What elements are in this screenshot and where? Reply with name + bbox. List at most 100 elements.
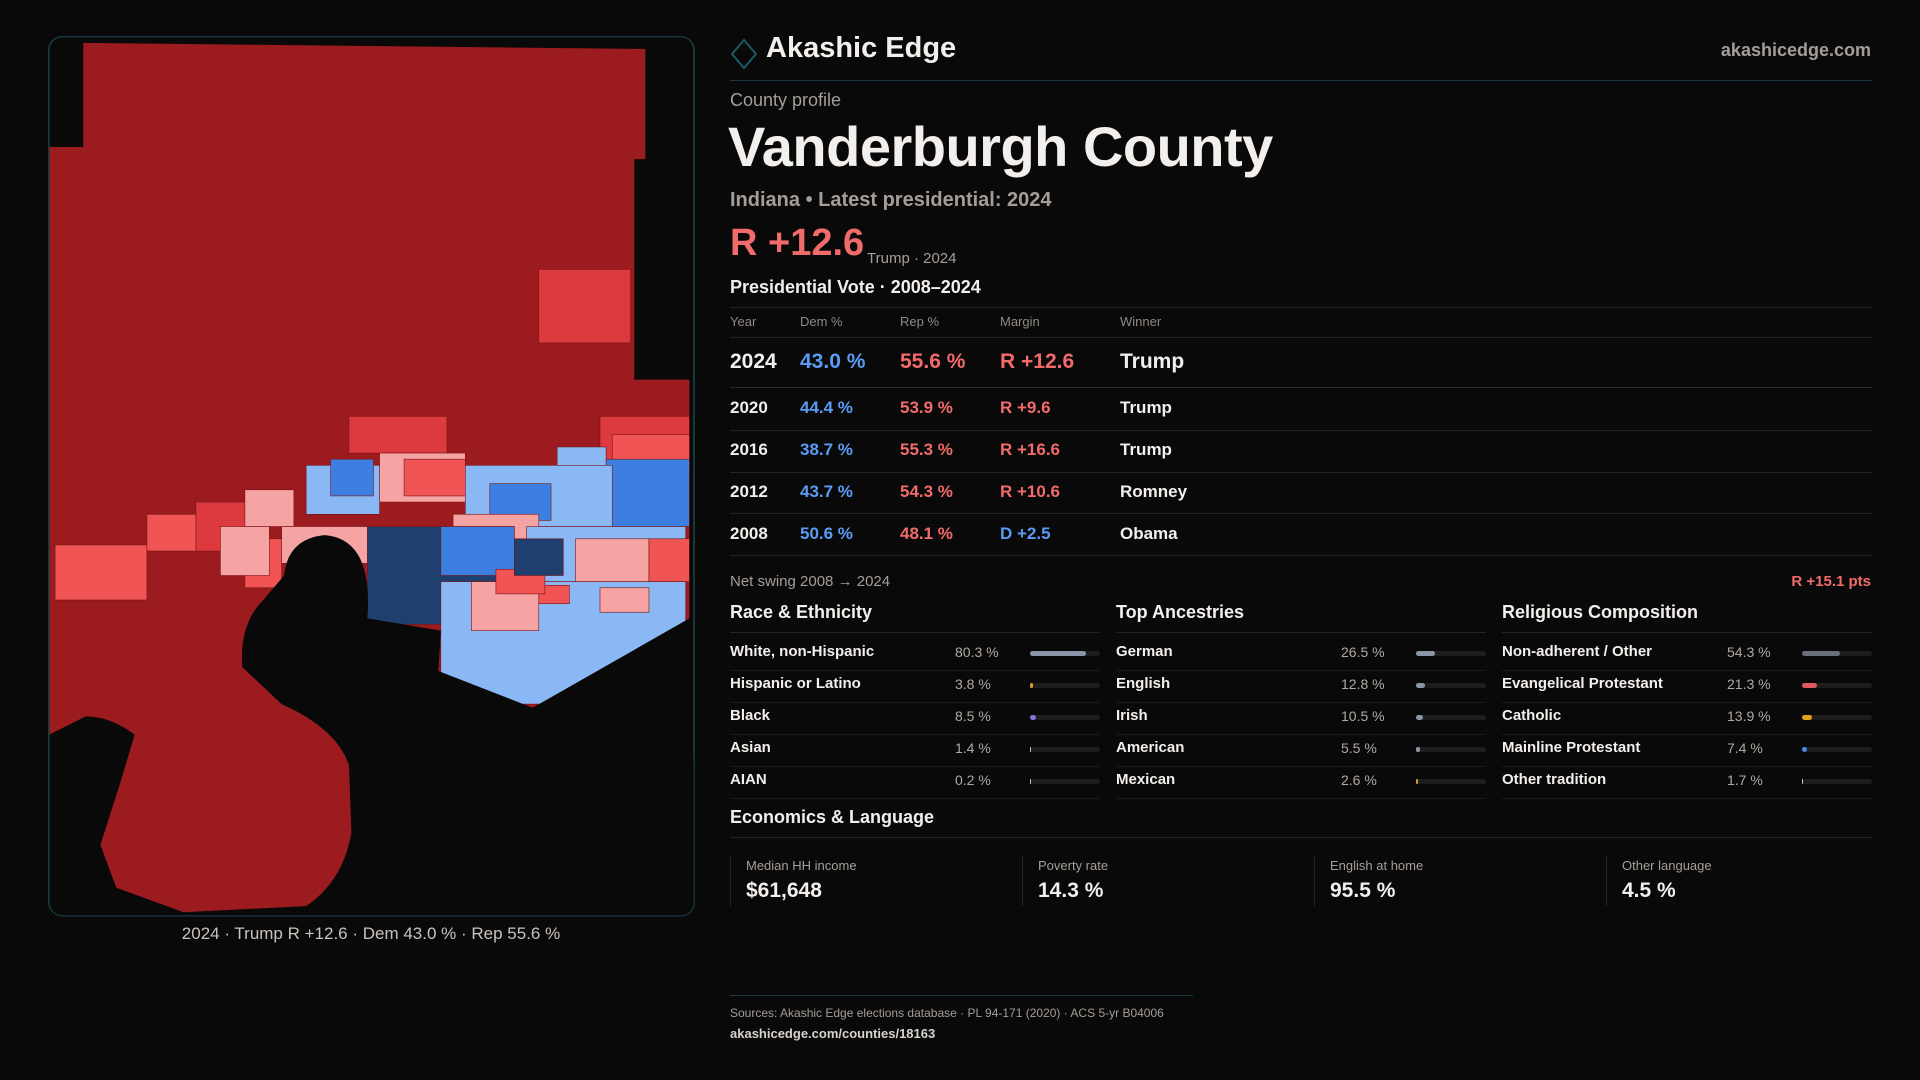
- precinct: [599, 587, 650, 613]
- stat-bar-fill: [1802, 747, 1808, 752]
- card-label: Poverty rate: [1038, 858, 1109, 873]
- stat-bar: [1416, 651, 1486, 656]
- stat-value: 1.7 %: [1727, 772, 1763, 788]
- column-header: Margin: [1000, 314, 1040, 329]
- vote-year-cell: 2008: [730, 524, 768, 543]
- precinct: [538, 269, 631, 344]
- vote-dem-cell: 44.4 %: [800, 398, 853, 417]
- stat-bar: [1030, 651, 1100, 656]
- stat-value: 12.8 %: [1341, 676, 1385, 692]
- stat-label: Mainline Protestant: [1502, 739, 1641, 756]
- economics-card: Poverty rate 14.3 %: [1022, 856, 1314, 906]
- vote-winner-cell: Trump: [1120, 350, 1185, 373]
- precinct: [513, 538, 564, 576]
- stat-label: English: [1116, 675, 1171, 692]
- column-header: Dem %: [800, 314, 843, 329]
- vote-rep-cell: 48.1 %: [900, 524, 953, 543]
- card-value: $61,648: [746, 879, 822, 902]
- vote-dem-cell: 43.0 %: [800, 350, 866, 373]
- stat-bar-fill: [1030, 651, 1087, 656]
- vote-year-cell: 2016: [730, 440, 768, 459]
- vote-winner-cell: Trump: [1120, 440, 1172, 459]
- sources-text: Sources: Akashic Edge elections database…: [730, 1006, 1164, 1020]
- vote-margin-cell: R +10.6: [1000, 482, 1061, 501]
- section-title: Race & Ethnicity: [730, 602, 873, 622]
- economics-card: Median HH income $61,648: [730, 856, 1022, 906]
- stat-bar: [1802, 651, 1872, 656]
- stat-value: 26.5 %: [1341, 644, 1385, 660]
- stat-label: Evangelical Protestant: [1502, 675, 1663, 692]
- stat-label: Mexican: [1116, 771, 1176, 788]
- stat-label: White, non-Hispanic: [730, 643, 875, 660]
- map-caption: 2024 · Trump R +12.6 · Dem 43.0 % · Rep …: [181, 924, 561, 943]
- vote-rep-cell: 53.9 %: [900, 398, 953, 417]
- card-label: English at home: [1330, 858, 1424, 873]
- stat-label: Non-adherent / Other: [1502, 643, 1653, 660]
- vote-margin-cell: R +12.6: [1000, 350, 1075, 373]
- vote-rep-cell: 54.3 %: [900, 482, 953, 501]
- precinct: [605, 458, 690, 527]
- vote-margin-cell: D +2.5: [1000, 524, 1051, 543]
- precinct: [648, 538, 690, 582]
- stat-bar-fill: [1802, 715, 1812, 720]
- stat-bar: [1416, 683, 1486, 688]
- stat-value: 80.3 %: [955, 644, 999, 660]
- card-value: 14.3 %: [1038, 879, 1104, 902]
- economics-card: Other language 4.5 %: [1606, 856, 1898, 906]
- page-kicker: County profile: [730, 90, 842, 110]
- vote-winner-cell: Romney: [1120, 482, 1188, 501]
- net-swing-value: R +15.1 pts: [1791, 573, 1871, 590]
- page-subtitle: Indiana • Latest presidential: 2024: [730, 189, 1052, 211]
- logo-diamond-icon: [730, 38, 758, 70]
- stat-bar-fill: [1030, 779, 1032, 784]
- stat-bar-fill: [1030, 715, 1036, 720]
- vote-dem-cell: 43.7 %: [800, 482, 853, 501]
- stat-value: 8.5 %: [955, 708, 991, 724]
- stat-value: 7.4 %: [1727, 740, 1763, 756]
- headline-margin-note: Trump · 2024: [867, 250, 957, 267]
- stat-bar: [1416, 779, 1486, 784]
- vote-rep-cell: 55.3 %: [900, 440, 953, 459]
- precinct: [575, 538, 650, 582]
- vote-margin-cell: R +16.6: [1000, 440, 1061, 459]
- stat-bar-fill: [1802, 779, 1804, 784]
- stat-bar: [1802, 683, 1872, 688]
- card-label: Median HH income: [746, 858, 857, 873]
- stat-bar: [1030, 779, 1100, 784]
- stat-label: Black: [730, 707, 771, 724]
- stat-value: 54.3 %: [1727, 644, 1771, 660]
- river-water: [48, 535, 695, 916]
- stat-bar-fill: [1030, 747, 1032, 752]
- column-header: Year: [730, 314, 757, 329]
- stat-value: 13.9 %: [1727, 708, 1771, 724]
- stat-bar-fill: [1416, 779, 1418, 784]
- vote-winner-cell: Obama: [1120, 524, 1178, 543]
- stat-label: Hispanic or Latino: [730, 675, 861, 692]
- stat-bar-fill: [1416, 683, 1425, 688]
- precinct: [244, 489, 295, 527]
- vote-rep-cell: 55.6 %: [900, 350, 966, 373]
- stat-label: Irish: [1116, 707, 1148, 724]
- card-label: Other language: [1622, 858, 1712, 873]
- precinct: [348, 416, 448, 454]
- vote-dem-cell: 50.6 %: [800, 524, 853, 543]
- stat-bar: [1802, 747, 1872, 752]
- stat-label: Catholic: [1502, 707, 1562, 724]
- vote-table-title: Presidential Vote · 2008–2024: [730, 277, 981, 297]
- stat-bar: [1030, 683, 1100, 688]
- stat-bar: [1416, 715, 1486, 720]
- section-title: Top Ancestries: [1116, 602, 1245, 622]
- economics-title: Economics & Language: [730, 807, 935, 827]
- stat-label: American: [1116, 739, 1185, 756]
- stat-label: German: [1116, 643, 1173, 660]
- stat-bar: [1030, 715, 1100, 720]
- stat-bar-fill: [1030, 683, 1033, 688]
- card-value: 95.5 %: [1330, 879, 1396, 902]
- vote-winner-cell: Trump: [1120, 398, 1172, 417]
- county-url[interactable]: akashicedge.com/counties/18163: [730, 1026, 936, 1041]
- site-link[interactable]: akashicedge.com: [1720, 40, 1871, 60]
- vote-year-cell: 2020: [730, 398, 768, 417]
- stat-value: 5.5 %: [1341, 740, 1377, 756]
- stat-bar: [1416, 747, 1486, 752]
